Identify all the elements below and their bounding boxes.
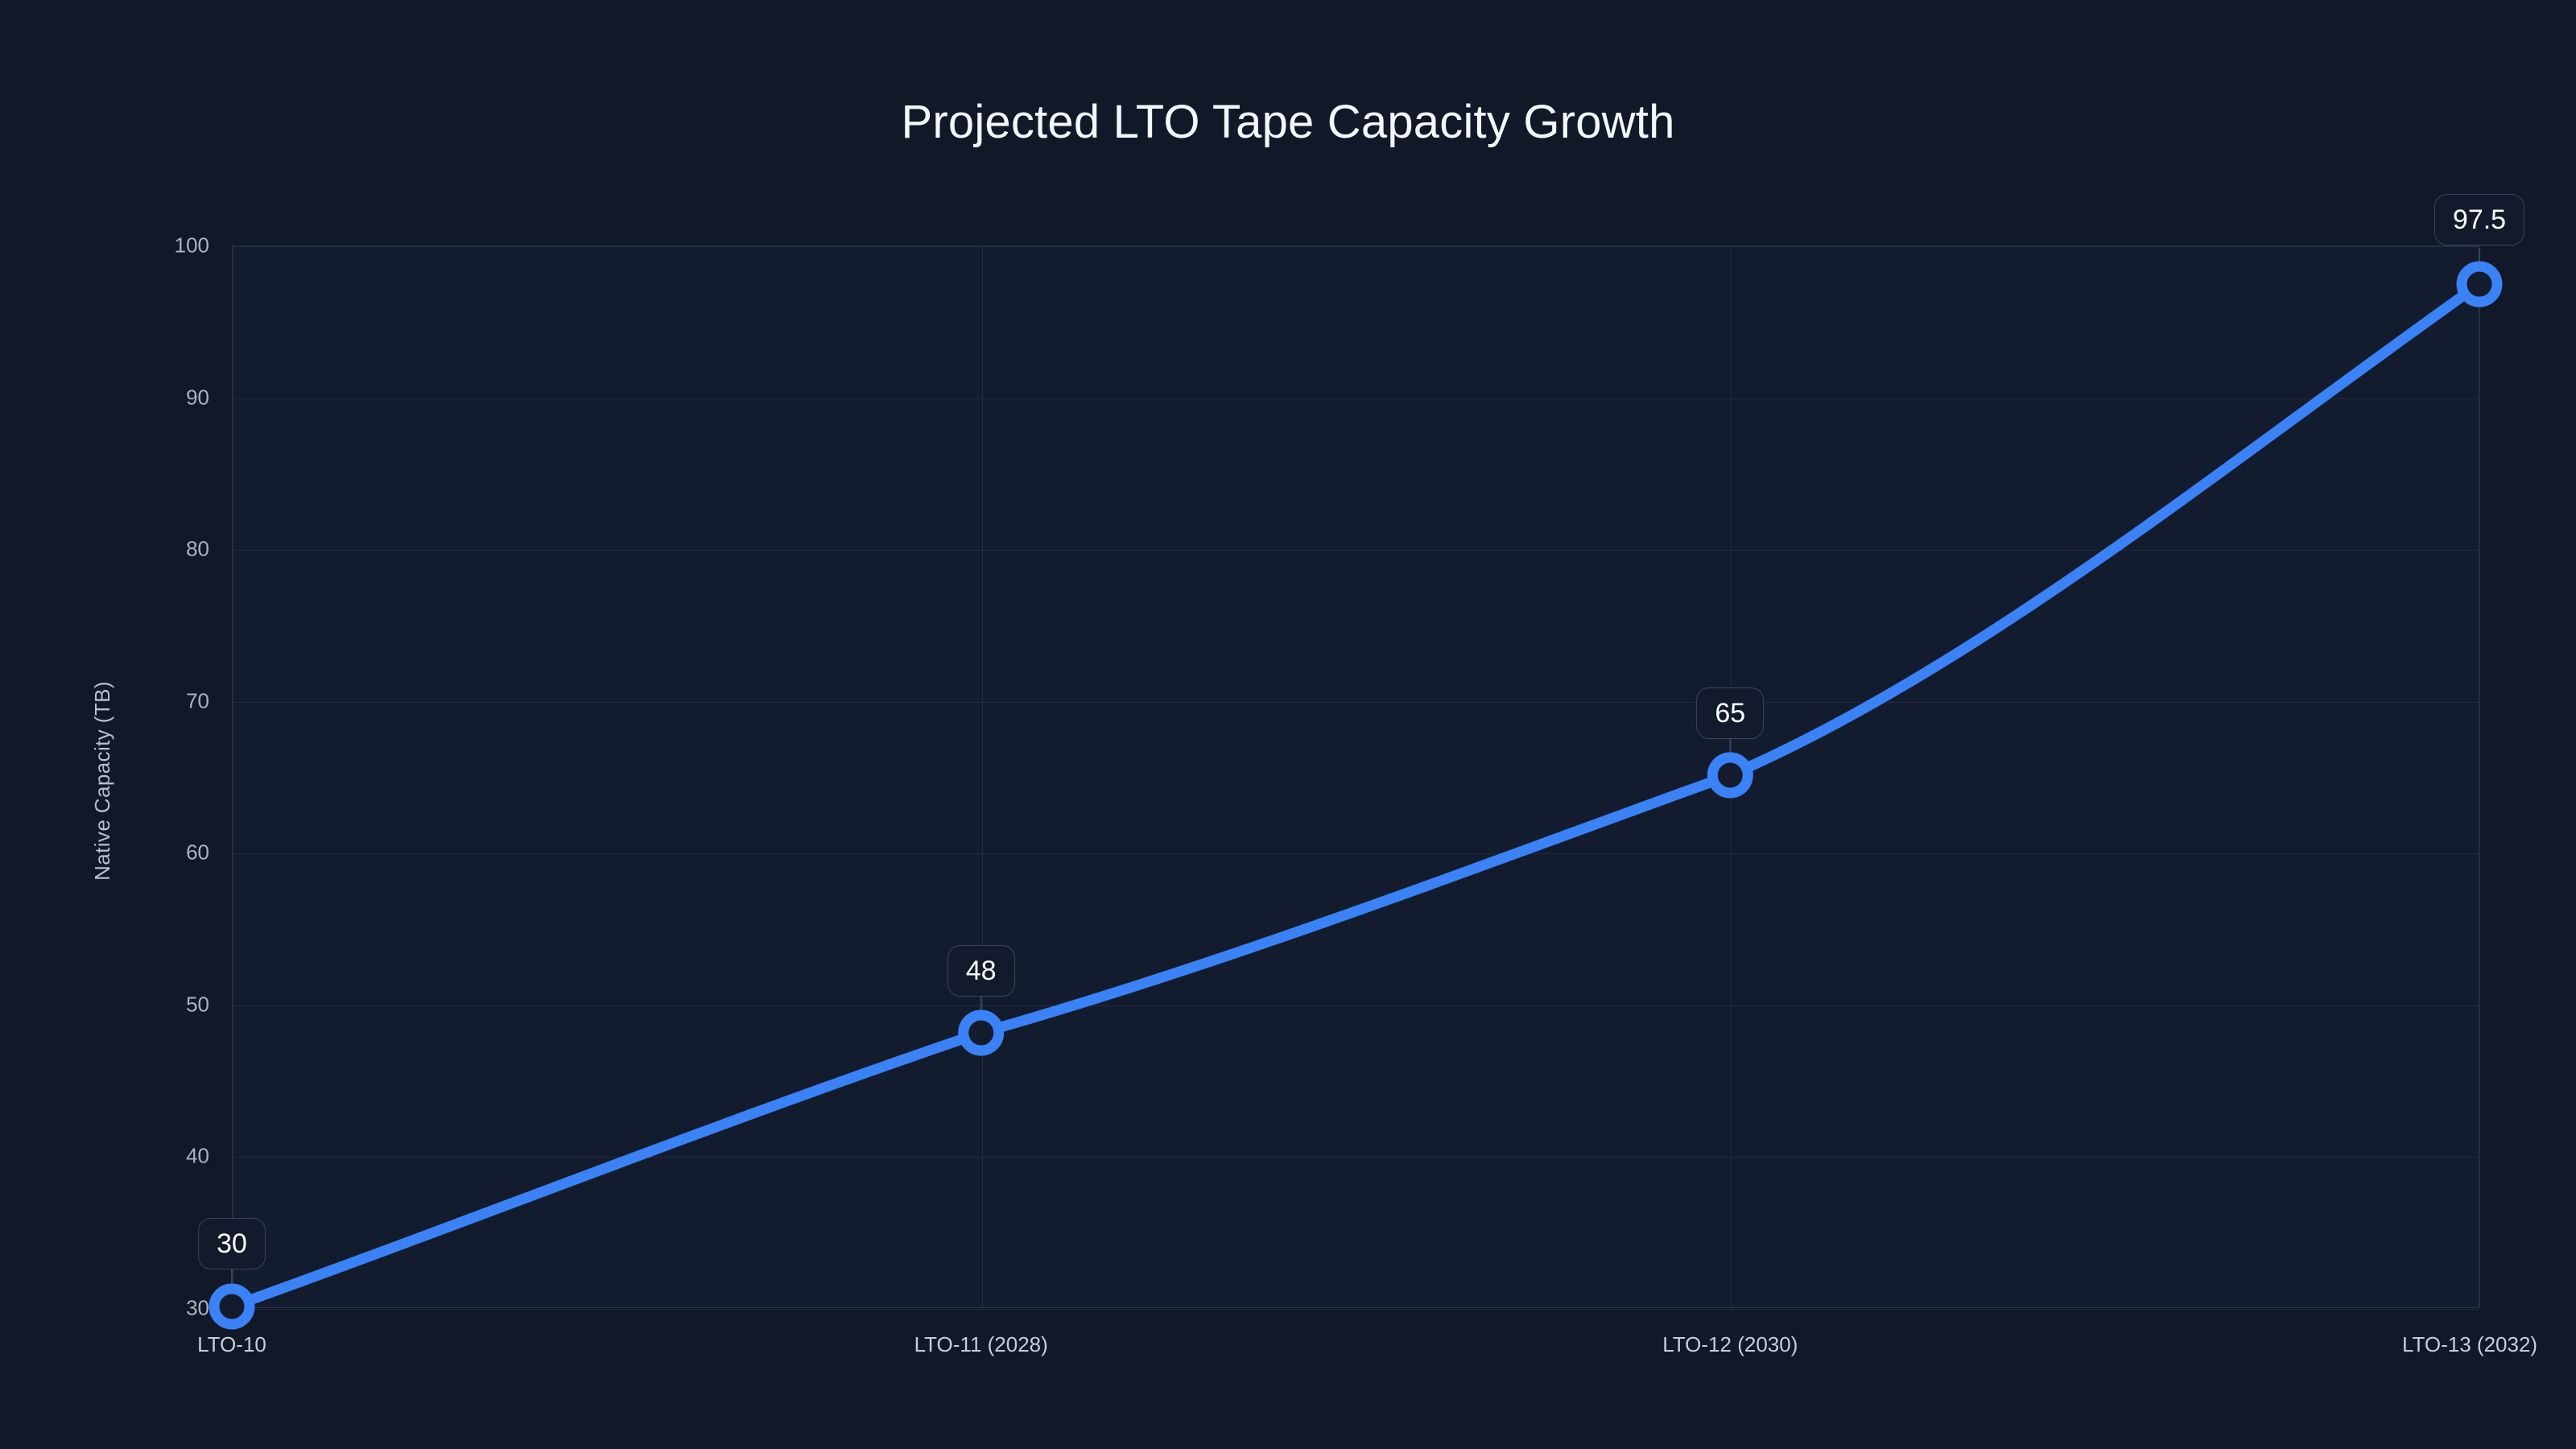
y-tick-label: 90	[186, 385, 209, 410]
data-point-label: 97.5	[2434, 194, 2525, 246]
y-tick-label: 70	[186, 688, 209, 713]
gridline-horizontal	[233, 701, 2479, 703]
x-tick-label: LTO-13 (2032)	[2401, 1332, 2538, 1356]
gridline-horizontal	[233, 398, 2479, 399]
gridline-horizontal	[233, 1309, 2479, 1310]
x-tick-label: LTO-11 (2028)	[914, 1332, 1048, 1356]
y-tick-label: 80	[186, 536, 209, 561]
data-point-label: 65	[1696, 687, 1765, 739]
plot-area	[232, 246, 2480, 1310]
gridline-vertical	[1731, 246, 1732, 1307]
y-tick-label: 60	[186, 840, 209, 865]
y-tick-label: 100	[174, 233, 209, 258]
data-point-label: 30	[198, 1218, 266, 1269]
gridline-horizontal	[233, 1157, 2479, 1158]
gridline-horizontal	[233, 246, 2479, 247]
chart-title: Projected LTO Tape Capacity Growth	[901, 96, 1675, 148]
gridline-vertical	[2479, 246, 2480, 1307]
x-tick-label: LTO-12 (2030)	[1662, 1332, 1798, 1356]
gridline-horizontal	[233, 853, 2479, 855]
gridline-horizontal	[233, 1005, 2479, 1006]
y-tick-label: 40	[186, 1143, 209, 1168]
y-axis-title: Native Capacity (TB)	[90, 681, 114, 881]
data-point-label: 48	[947, 945, 1015, 997]
y-tick-label: 30	[186, 1295, 209, 1320]
gridline-horizontal	[233, 550, 2479, 551]
gridline-vertical	[981, 246, 983, 1307]
y-tick-label: 50	[186, 992, 209, 1017]
x-tick-label: LTO-10	[197, 1332, 266, 1356]
